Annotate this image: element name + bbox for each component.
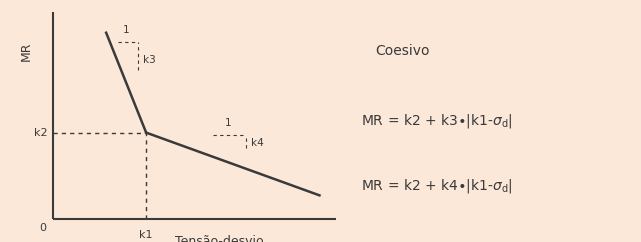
- Text: 1: 1: [122, 25, 129, 35]
- Text: k1: k1: [139, 230, 153, 240]
- Text: MR: MR: [20, 42, 33, 61]
- Text: k2: k2: [35, 128, 48, 138]
- Text: MR = k2 + k3$\bullet$|k1-$\sigma_{\mathsf{d}}$|: MR = k2 + k3$\bullet$|k1-$\sigma_{\maths…: [361, 112, 513, 130]
- Text: MR = k2 + k4$\bullet$|k1-$\sigma_{\mathsf{d}}$|: MR = k2 + k4$\bullet$|k1-$\sigma_{\maths…: [361, 177, 513, 195]
- Text: 1: 1: [224, 118, 231, 128]
- Text: Coesivo: Coesivo: [376, 44, 430, 58]
- Text: k4: k4: [251, 138, 264, 148]
- Text: Tensão-desvio: Tensão-desvio: [175, 235, 264, 242]
- Text: k3: k3: [143, 55, 156, 65]
- Text: 0: 0: [39, 223, 46, 233]
